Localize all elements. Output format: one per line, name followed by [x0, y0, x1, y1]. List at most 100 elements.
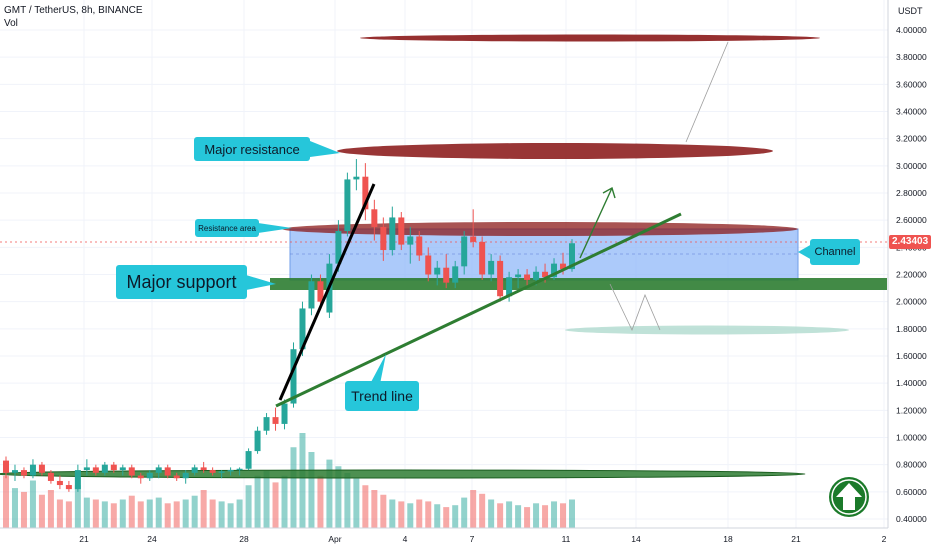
- candle: [398, 212, 405, 251]
- candle: [254, 426, 261, 454]
- alternate-target-zone: [565, 325, 849, 335]
- volume-bar: [362, 485, 369, 528]
- candle: [371, 199, 378, 241]
- trend-line-callout[interactable]: Trend line: [345, 381, 419, 411]
- volume-bar: [434, 504, 441, 528]
- time-tick-label: 2: [882, 534, 887, 544]
- major-support-pointer: [246, 275, 276, 290]
- time-tick-label: 28: [239, 534, 249, 544]
- time-tick-label: 14: [631, 534, 641, 544]
- candle: [101, 461, 108, 476]
- steep-trend-line: [278, 183, 376, 401]
- volume-bar: [389, 499, 396, 528]
- price-tick-label: 3.00000: [896, 161, 927, 171]
- volume-bar: [101, 501, 108, 528]
- candle: [389, 206, 396, 256]
- time-tick-label: 4: [403, 534, 408, 544]
- time-tick-label: Apr: [328, 534, 341, 544]
- volume-bar: [20, 491, 27, 528]
- volume-bar: [173, 501, 180, 528]
- volume-bar: [128, 495, 135, 528]
- candle: [20, 467, 27, 479]
- volume-bar: [92, 499, 99, 528]
- candle: [65, 480, 72, 492]
- volume-bars: [3, 433, 575, 528]
- volume-bar: [56, 499, 63, 528]
- price-tick-label: 1.20000: [896, 405, 927, 415]
- candle: [497, 255, 504, 302]
- candle: [281, 399, 288, 430]
- candle: [461, 231, 468, 275]
- candle: [155, 464, 162, 479]
- major-support-band: [270, 278, 887, 290]
- candle: [470, 209, 477, 248]
- major-support-callout[interactable]: Major support: [116, 265, 247, 299]
- volume-bar: [182, 499, 189, 528]
- major-resistance-pointer: [310, 141, 340, 157]
- volume-bar: [47, 490, 54, 528]
- major-resistance-callout[interactable]: Major resistance: [194, 137, 310, 161]
- candle: [3, 456, 9, 479]
- candle: [227, 467, 234, 476]
- candle: [164, 464, 171, 479]
- projection-path-up: [685, 41, 729, 143]
- candle: [200, 461, 207, 473]
- breakout-arrow: [579, 187, 613, 259]
- candle: [317, 274, 324, 309]
- candle: [137, 472, 144, 484]
- volume-bar: [416, 499, 423, 528]
- last-price-tag: 2.43403: [889, 235, 932, 249]
- volume-bar: [146, 499, 153, 528]
- candle: [29, 459, 36, 479]
- volume-bar: [479, 493, 486, 528]
- volume-bar: [137, 501, 144, 528]
- candle: [236, 467, 243, 476]
- candle: [218, 470, 225, 479]
- volume-bar: [335, 466, 342, 528]
- time-tick-label: 7: [470, 534, 475, 544]
- volume-bar: [407, 503, 414, 528]
- candle: [380, 217, 387, 261]
- volume-bar: [227, 503, 234, 528]
- volume-bar: [353, 478, 360, 528]
- resistance-area-pointer: [258, 223, 292, 233]
- candle: [245, 448, 252, 471]
- candle: [308, 274, 315, 316]
- price-tick-label: 1.00000: [896, 433, 927, 443]
- price-axis: 4.00000 3.80000 3.60000 3.40000 3.20000 3.000…: [896, 25, 927, 524]
- volume-bar: [299, 433, 306, 528]
- time-tick-label: 24: [147, 534, 157, 544]
- candle: [551, 258, 558, 280]
- volume-label: Vol: [4, 18, 18, 29]
- volume-bar: [443, 507, 450, 528]
- volume-bar: [209, 499, 216, 528]
- volume-bar: [281, 475, 288, 528]
- volume-bar: [83, 497, 90, 528]
- channel-callout[interactable]: Channel: [810, 239, 860, 265]
- volume-bar: [533, 503, 540, 528]
- candle: [110, 461, 117, 473]
- volume-bar: [236, 499, 243, 528]
- volume-bar: [515, 505, 522, 528]
- candle: [38, 461, 45, 476]
- candle: [56, 475, 63, 490]
- time-tick-label: 21: [79, 534, 89, 544]
- volume-bar: [425, 501, 432, 528]
- time-tick-label: 11: [562, 534, 571, 544]
- symbol-title: GMT / TetherUS, 8h, BINANCE: [4, 5, 143, 16]
- candle: [146, 470, 153, 481]
- candle: [488, 254, 495, 282]
- volume-bar: [245, 485, 252, 528]
- bottom-support-zone: [0, 469, 806, 479]
- volume-bar: [488, 499, 495, 528]
- resistance-area-callout[interactable]: Resistance area: [195, 219, 259, 237]
- candle: [353, 159, 360, 191]
- candle: [263, 413, 270, 435]
- volume-bar: [524, 507, 531, 528]
- volume-bar: [272, 482, 279, 528]
- volume-bar: [74, 485, 81, 528]
- volume-bar: [155, 497, 162, 528]
- currency-label: USDT: [898, 6, 923, 16]
